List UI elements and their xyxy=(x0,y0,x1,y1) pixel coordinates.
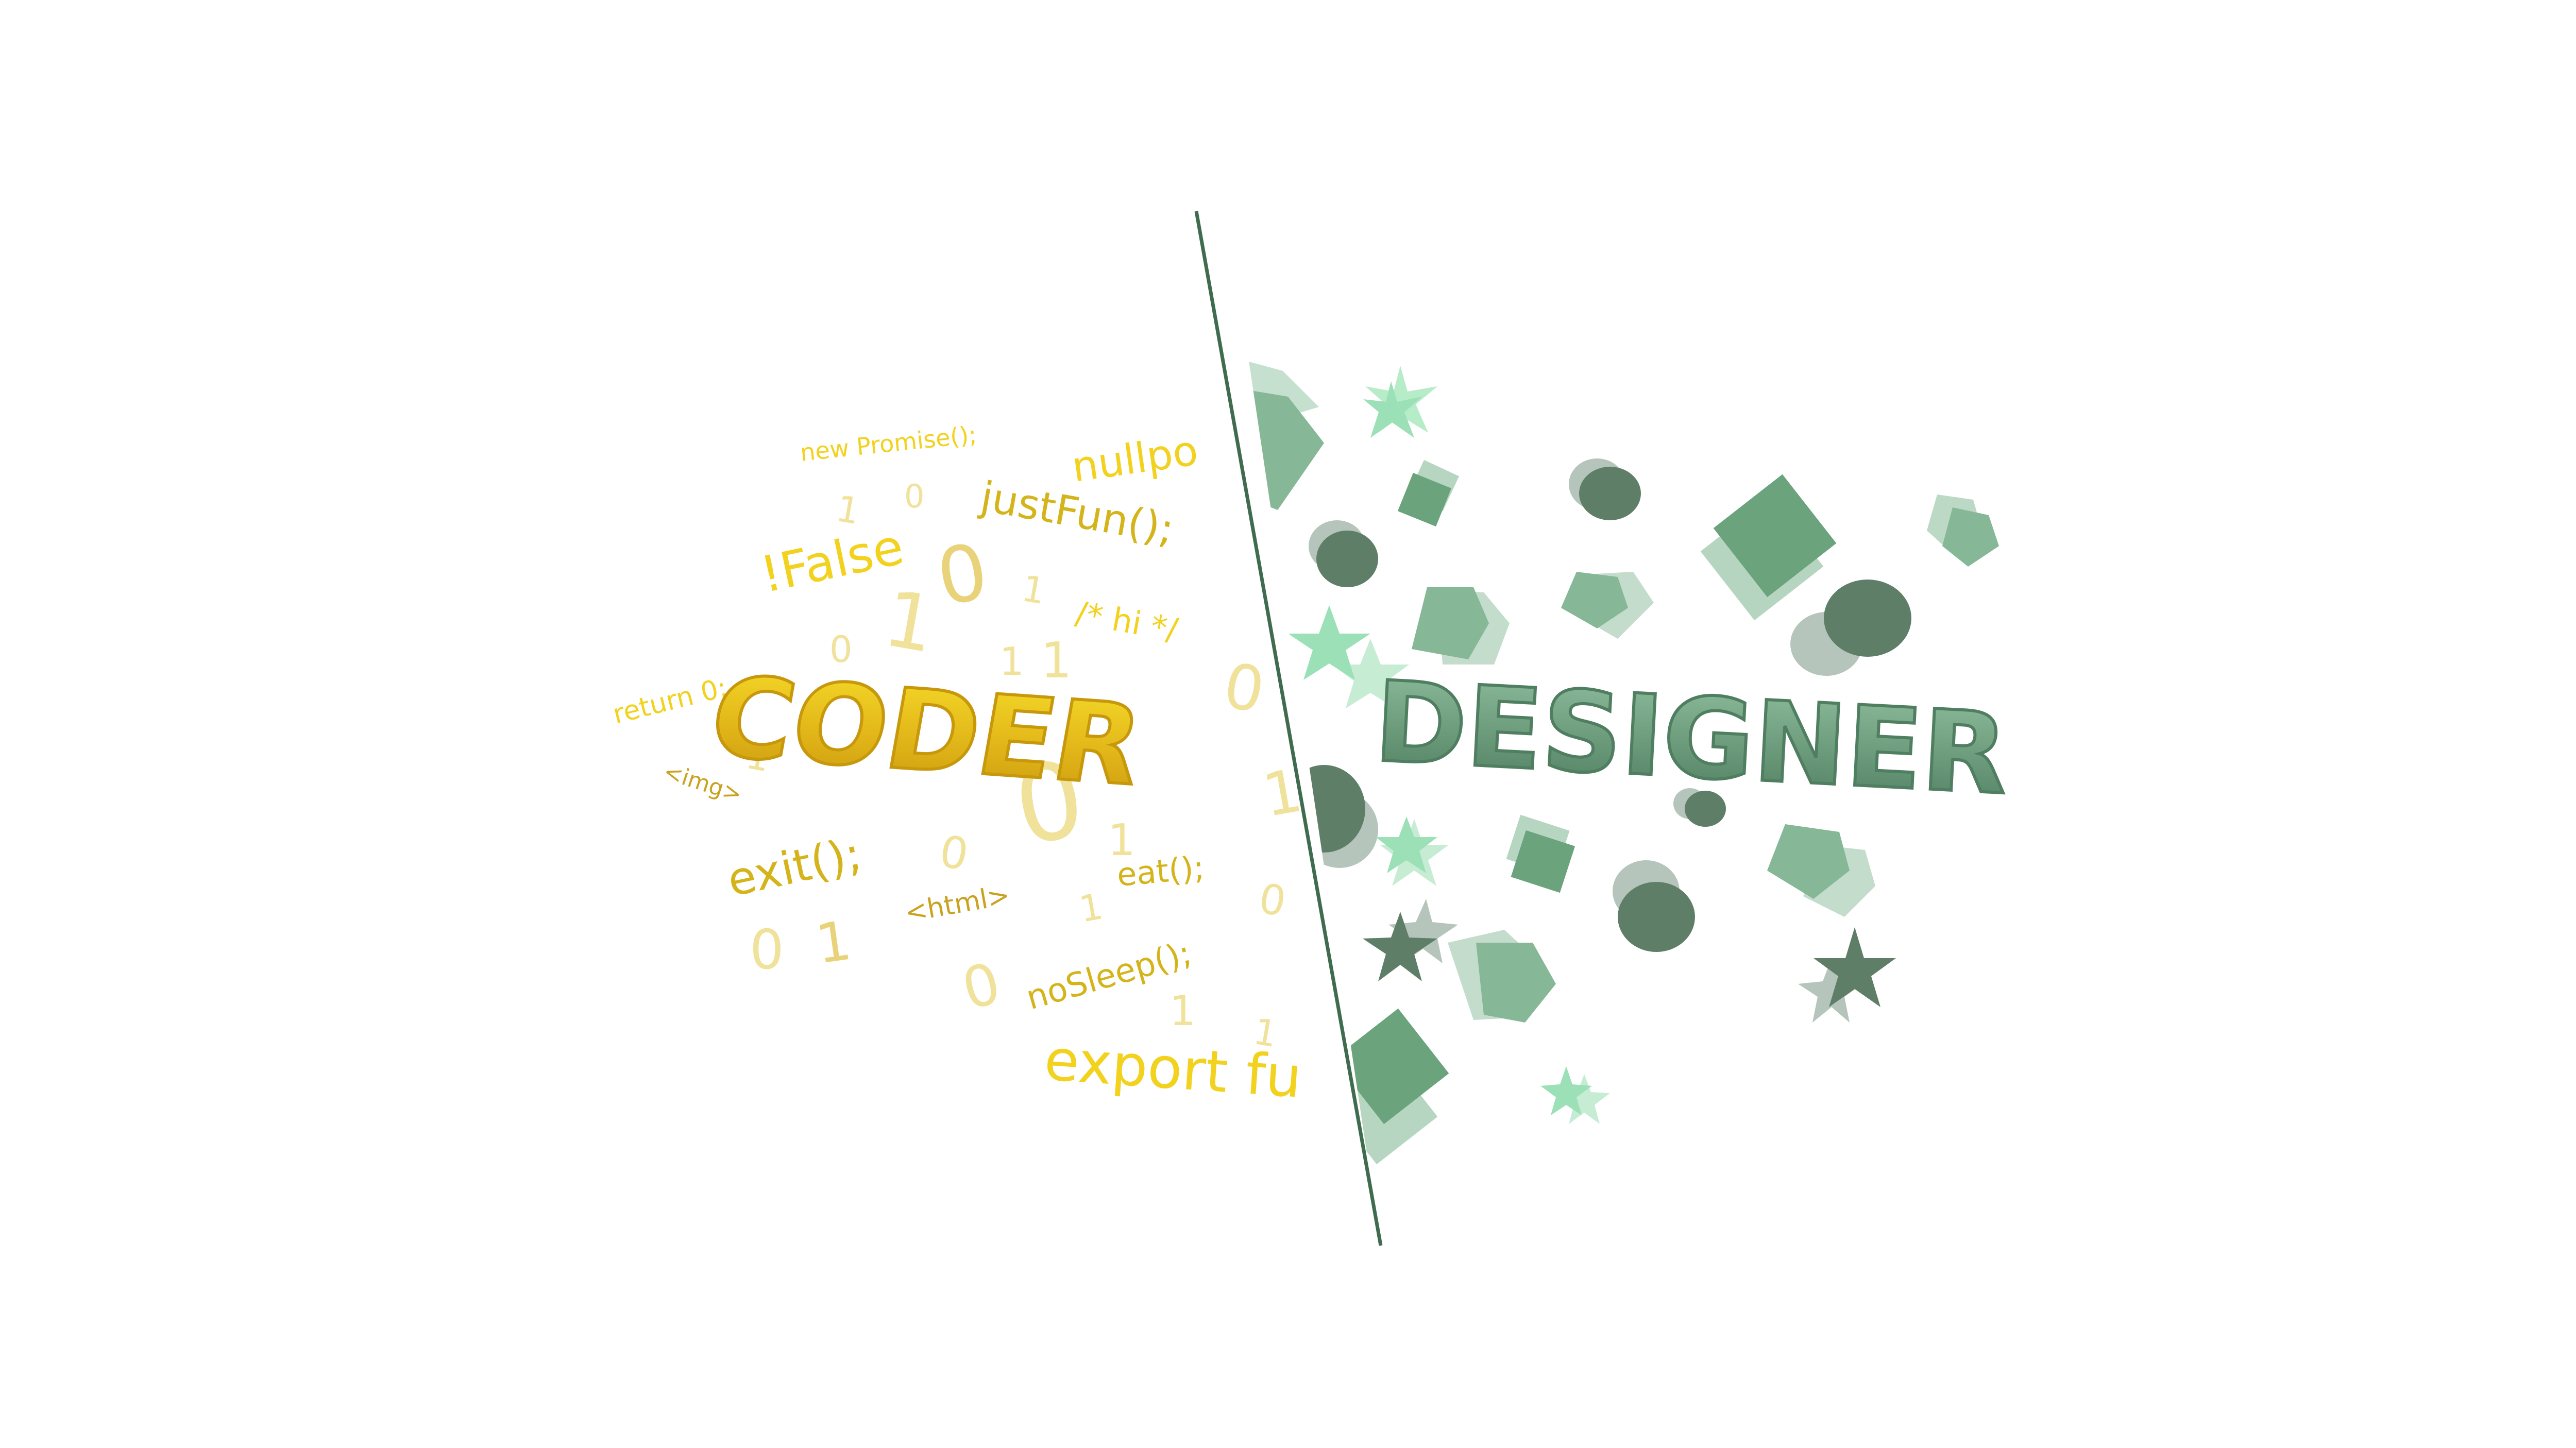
pentagon-shape xyxy=(1561,572,1628,628)
coder-code-cloud: new Promise(); nullpo justFun(); !False … xyxy=(610,420,1307,1111)
coder-title: CODER xyxy=(701,653,1151,810)
circle-shape xyxy=(1316,531,1378,587)
binary-digit: 1 xyxy=(999,639,1024,684)
star-shape xyxy=(1814,927,1896,1007)
star-shape xyxy=(1363,381,1422,438)
star-shape xyxy=(1388,899,1458,963)
square-shape xyxy=(1511,830,1575,893)
pentagon-shape xyxy=(1767,824,1850,899)
star-shape xyxy=(1540,1066,1592,1115)
binary-digit: 1 xyxy=(1041,633,1072,689)
star-shape xyxy=(1798,958,1862,1023)
divider-line xyxy=(1194,211,1383,1246)
binary-digit: 1 xyxy=(1108,815,1136,866)
star-shape xyxy=(1332,639,1409,708)
binary-digit: 0 xyxy=(904,478,924,515)
square-shape xyxy=(1333,1008,1449,1125)
binary-digit: 1 xyxy=(1170,987,1196,1035)
star-shape xyxy=(1288,605,1370,680)
binary-digit: 0 xyxy=(829,628,853,671)
pentagon-shape xyxy=(1476,943,1556,1023)
circle-shape xyxy=(1618,882,1695,952)
star-shape xyxy=(1376,816,1437,873)
star-shape xyxy=(1363,912,1437,981)
pentagon-shape xyxy=(1942,507,1999,567)
square-shape xyxy=(1713,474,1837,598)
designer-shapes xyxy=(1226,355,1999,1165)
circle-shape xyxy=(1685,791,1726,827)
square-shape xyxy=(1397,472,1452,527)
code-snippet: eat(); xyxy=(1115,848,1206,894)
divider-mask xyxy=(0,0,1381,1448)
designer-title: DESIGNER xyxy=(1371,657,2010,819)
star-shape xyxy=(1558,1074,1610,1124)
circle-shape xyxy=(1824,580,1911,657)
pentagon-shape xyxy=(1412,587,1489,659)
circle-shape xyxy=(1579,467,1641,520)
binary-digit: 0 xyxy=(750,918,784,981)
